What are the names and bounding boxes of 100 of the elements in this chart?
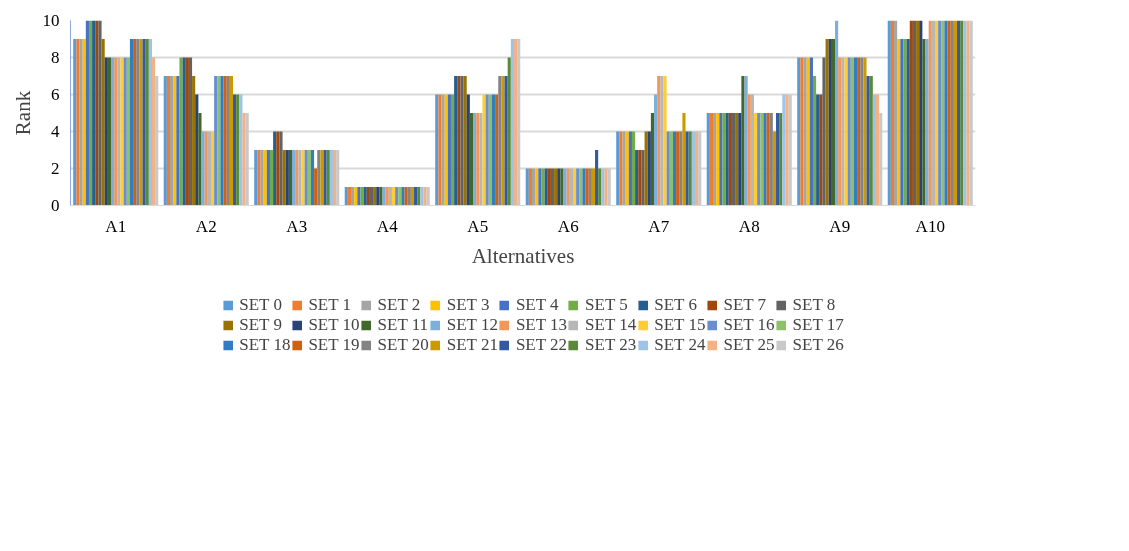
bar [88, 20, 93, 206]
bar [672, 131, 677, 206]
legend-label: SET 12 [446, 315, 498, 335]
y-tick-label: 0 [51, 196, 60, 215]
x-tick-label: A5 [467, 216, 489, 236]
bar [812, 76, 817, 206]
legend-label: SET 0 [239, 295, 282, 315]
y-tick-label: 10 [42, 11, 60, 30]
bar [709, 113, 714, 206]
legend-label: SET 3 [446, 295, 490, 315]
bar [450, 94, 455, 206]
bar [195, 94, 199, 206]
bar [650, 113, 655, 206]
legend-label: SET 18 [239, 335, 291, 355]
bar [731, 113, 736, 206]
legend-label: SET 11 [377, 315, 429, 335]
bar [753, 113, 758, 206]
bar [822, 57, 826, 206]
bar [510, 39, 514, 206]
x-tick-label: A7 [648, 216, 670, 236]
bar [129, 39, 134, 206]
bar [469, 113, 474, 206]
legend-label: SET 16 [723, 315, 775, 335]
legend-label: SET 17 [792, 315, 844, 335]
x-tick-label: A2 [195, 216, 217, 236]
bar [934, 20, 939, 206]
bar [528, 168, 533, 206]
bar [591, 168, 596, 206]
x-tick-label: A4 [376, 216, 399, 236]
bar [513, 39, 518, 206]
bar [188, 57, 193, 206]
legend-label: SET 20 [377, 335, 429, 355]
bar [288, 150, 293, 206]
bar [369, 187, 374, 206]
y-tick-label: 2 [51, 159, 60, 178]
bar [166, 76, 171, 206]
bar [495, 94, 499, 206]
bar [654, 94, 658, 206]
x-tick-label: A10 [915, 216, 945, 236]
bar [314, 168, 318, 206]
legend-label: SET 13 [515, 315, 568, 335]
bar [229, 76, 234, 206]
legend-label: SET 2 [377, 295, 421, 315]
bar [595, 150, 599, 206]
bar [912, 20, 917, 206]
bar [631, 131, 636, 206]
legend-label: SET 15 [654, 315, 706, 335]
bar [872, 94, 876, 206]
legend-label: SET 9 [239, 315, 282, 335]
bar [879, 113, 883, 206]
y-tick-label: 4 [51, 122, 60, 141]
y-axis-title: Rank [10, 90, 35, 136]
legend-label: SET 5 [585, 295, 628, 315]
bar [909, 20, 913, 206]
bar [332, 150, 337, 206]
bar [269, 150, 274, 206]
bar [101, 39, 105, 206]
bar [772, 131, 777, 206]
legend-label: SET 4 [515, 295, 559, 315]
legend-label: SET 25 [723, 335, 775, 355]
bar [391, 187, 396, 206]
legend-label: SET 7 [723, 295, 767, 315]
legend-label: SET 8 [792, 295, 836, 315]
x-tick-label: A3 [286, 216, 308, 236]
legend-label: SET 1 [308, 295, 352, 315]
x-tick-label: A9 [829, 216, 851, 236]
bar [491, 94, 496, 206]
bar [894, 20, 898, 206]
x-tick-label: A1 [105, 216, 127, 236]
bar [875, 94, 880, 206]
bar [155, 76, 159, 206]
bar [853, 57, 858, 206]
legend-label: SET 22 [515, 335, 568, 355]
x-axis-title: Alternatives [471, 243, 575, 268]
bar [151, 57, 156, 206]
bar [572, 168, 577, 206]
x-tick-label: A8 [738, 216, 760, 236]
bar [198, 113, 202, 206]
legend-label: SET 6 [654, 295, 697, 315]
bar [107, 57, 112, 206]
bar [466, 94, 470, 206]
bar [831, 39, 836, 206]
bar [953, 20, 958, 206]
bar [210, 131, 215, 206]
legend-label: SET 23 [585, 335, 637, 355]
bar [835, 20, 839, 206]
bar [347, 187, 352, 206]
bar [85, 20, 89, 206]
bar [682, 113, 686, 206]
x-tick-label: A6 [557, 216, 579, 236]
legend-label: SET 21 [446, 335, 498, 355]
bar [890, 20, 895, 206]
legend-label: SET 10 [308, 315, 360, 335]
bar [192, 76, 196, 206]
bar [694, 131, 699, 206]
bar [410, 187, 415, 206]
legend-label: SET 19 [308, 335, 360, 355]
legend-label: SET 14 [585, 315, 637, 335]
legend-label: SET 24 [654, 335, 706, 355]
bar [310, 150, 315, 206]
